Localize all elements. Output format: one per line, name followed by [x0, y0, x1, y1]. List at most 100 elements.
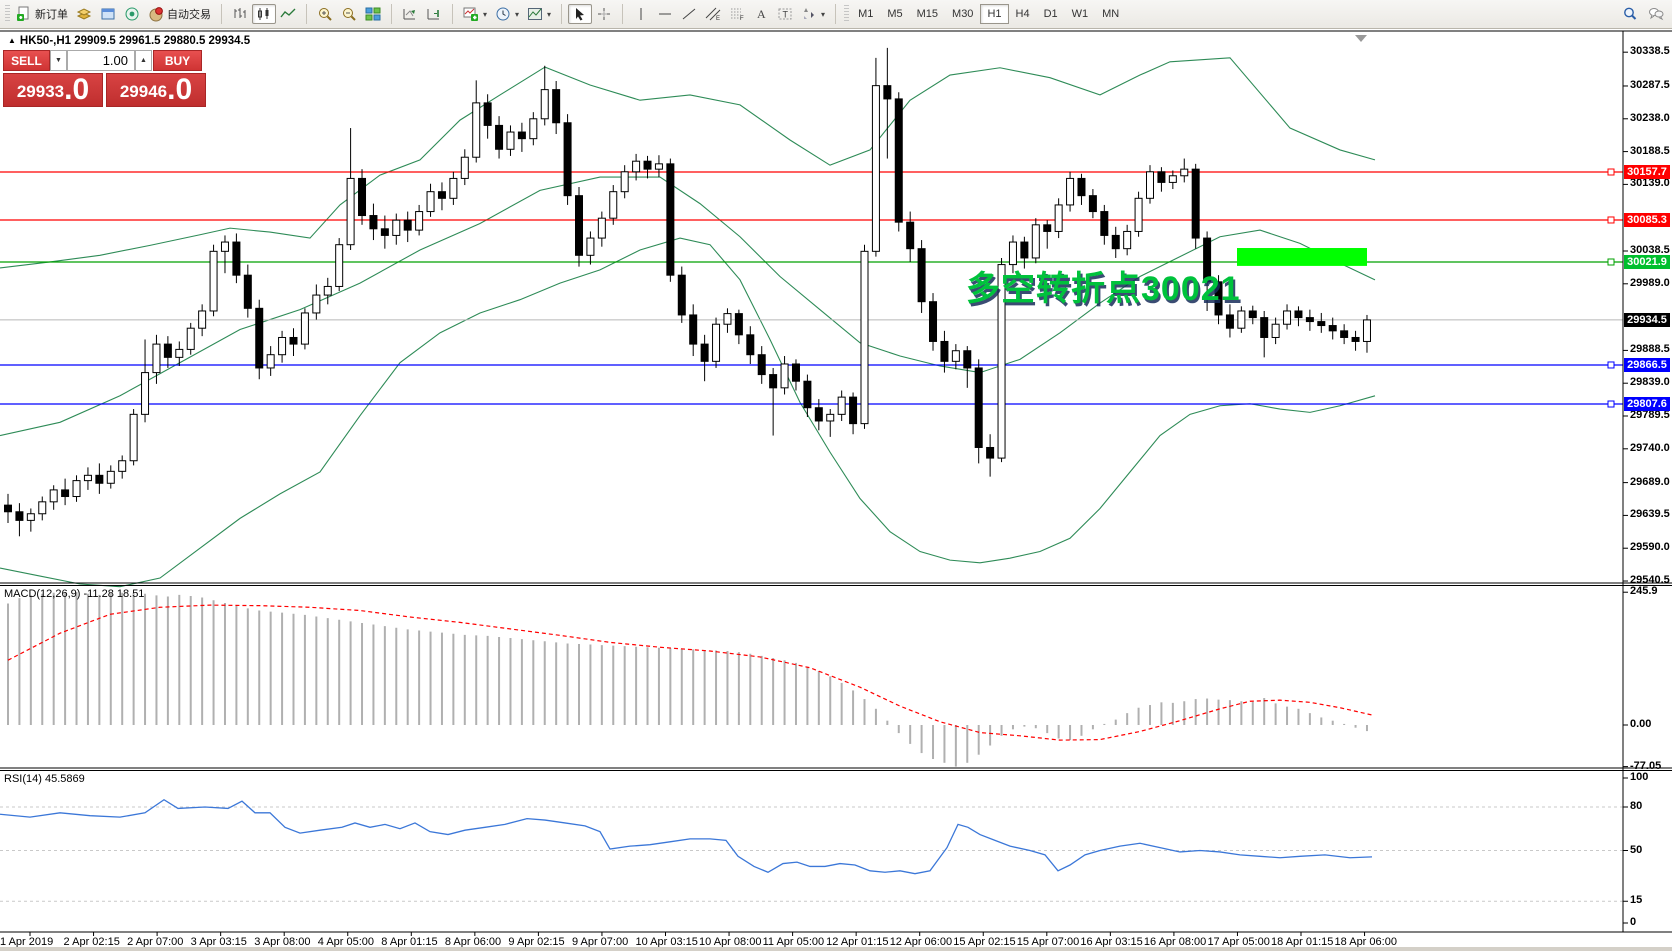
- volume-down-button[interactable]: ▼: [50, 50, 67, 71]
- chat-icon[interactable]: [1648, 6, 1664, 22]
- toolbar: 新订单 自动交易 ▾ ▾ ▾ E F A T ▾ M1 M5 M15 M30 H1 H4 D1 W1 MN: [0, 0, 1672, 29]
- chart-shift-marker[interactable]: [1355, 35, 1367, 42]
- level-anchor-marker[interactable]: [1607, 361, 1615, 369]
- trendline-button[interactable]: [677, 4, 701, 24]
- level-anchor-marker[interactable]: [1607, 400, 1615, 408]
- candle-body: [1225, 314, 1234, 329]
- bars-icon: [232, 6, 248, 22]
- level-anchor-marker[interactable]: [1607, 168, 1615, 176]
- timeframe-h4-button[interactable]: H4: [1015, 8, 1030, 20]
- crosshair-button[interactable]: [592, 4, 616, 24]
- candle-body: [540, 89, 549, 120]
- candle-body: [620, 171, 629, 193]
- clock-icon: [495, 6, 511, 22]
- candlestick-chart-button[interactable]: [252, 4, 276, 24]
- labelT-icon: T: [777, 6, 793, 22]
- candle-body: [1077, 177, 1086, 197]
- volume-input[interactable]: 1.00: [67, 50, 135, 71]
- auto-scroll-button[interactable]: [398, 4, 422, 24]
- candle-body: [1157, 171, 1166, 183]
- layers-icon[interactable]: [72, 4, 96, 24]
- chart-region: 30338.5 30287.5 30238.0 30188.5 30139.0 30038…: [0, 29, 1672, 951]
- level-anchor-marker[interactable]: [1607, 216, 1615, 224]
- new-order-button[interactable]: 新订单: [12, 4, 72, 24]
- candle-body: [1168, 175, 1177, 183]
- sell-button[interactable]: SELL: [3, 50, 50, 71]
- svg-text:A: A: [757, 7, 766, 21]
- sell-price-main: 29933: [16, 82, 65, 101]
- chart-shift-button[interactable]: [422, 4, 446, 24]
- channel-button[interactable]: E: [701, 4, 725, 24]
- auto-trading-button[interactable]: 自动交易: [144, 4, 215, 24]
- cursor-button[interactable]: [568, 4, 593, 24]
- collapse-triangle-icon[interactable]: ▲: [8, 36, 16, 45]
- timeframe-w1-button[interactable]: W1: [1071, 8, 1089, 20]
- label-button[interactable]: T: [773, 4, 797, 24]
- fibo-icon: F: [729, 6, 745, 22]
- level-anchor-marker[interactable]: [1607, 258, 1615, 266]
- horizontal-line-button[interactable]: [653, 4, 677, 24]
- candle-body: [141, 372, 150, 415]
- timeframe-m30-button[interactable]: M30: [952, 8, 974, 20]
- candle-body: [563, 122, 572, 197]
- bar-chart-button[interactable]: [228, 4, 252, 24]
- candle-body: [449, 177, 458, 199]
- candle-body: [72, 480, 81, 498]
- toolbar-group-zoom: [310, 0, 388, 28]
- shapes-button[interactable]: ▾: [797, 4, 829, 24]
- candle-body: [106, 470, 115, 484]
- line-chart-button[interactable]: [276, 4, 300, 24]
- search-icon[interactable]: [1622, 6, 1638, 22]
- candle-body: [15, 511, 24, 521]
- periods-button[interactable]: ▾: [491, 4, 523, 24]
- zoom-out-button[interactable]: [337, 4, 361, 24]
- candle-body: [83, 474, 92, 482]
- candle-body: [426, 191, 435, 213]
- candle-body: [1043, 224, 1052, 232]
- fibonacci-button[interactable]: F: [725, 4, 749, 24]
- candle-body: [266, 354, 275, 369]
- volume-up-button[interactable]: ▲: [135, 50, 152, 71]
- window-icon[interactable]: [96, 4, 120, 24]
- candle-body: [552, 89, 561, 124]
- vline-icon: [633, 6, 649, 22]
- candle-body: [369, 215, 378, 230]
- buy-button[interactable]: BUY: [153, 50, 202, 71]
- buy-price[interactable]: 29946.0: [106, 73, 206, 107]
- timeframe-m1-button[interactable]: M1: [858, 8, 874, 20]
- chevron-up-icon: ▲: [140, 57, 147, 64]
- vertical-line-button[interactable]: [629, 4, 653, 24]
- candle-body: [1248, 310, 1257, 319]
- candle-body: [312, 294, 321, 314]
- chart-annotation[interactable]: 多空转折点30021: [966, 270, 1241, 308]
- candle-body: [472, 102, 481, 158]
- candles-icon: [256, 6, 272, 22]
- tiles-icon: [365, 6, 381, 22]
- text-button[interactable]: A: [749, 4, 773, 24]
- sell-price[interactable]: 29933.0: [3, 73, 103, 107]
- candle-body: [849, 396, 858, 425]
- zoom-in-button[interactable]: [313, 4, 337, 24]
- highlight-rectangle[interactable]: [1237, 248, 1367, 266]
- candle-body: [666, 163, 675, 276]
- candle-body: [209, 250, 218, 312]
- candle-body: [677, 274, 686, 316]
- timeframe-m5-button[interactable]: M5: [887, 8, 903, 20]
- candle-body: [894, 98, 903, 223]
- tile-windows-button[interactable]: [361, 4, 385, 24]
- candle-body: [734, 313, 743, 336]
- signal-icon[interactable]: [120, 4, 144, 24]
- candle-body: [129, 413, 138, 462]
- chart-canvas[interactable]: [0, 29, 1672, 951]
- indicators-button[interactable]: ▾: [459, 4, 491, 24]
- timeframe-h1-button[interactable]: H1: [980, 4, 1009, 24]
- templates-button[interactable]: ▾: [523, 4, 555, 24]
- timeframe-m15-button[interactable]: M15: [916, 8, 939, 20]
- candle-body: [780, 363, 789, 389]
- linechart-icon: [280, 6, 296, 22]
- timeframe-d1-button[interactable]: D1: [1043, 8, 1058, 20]
- timeframe-mn-button[interactable]: MN: [1102, 8, 1120, 20]
- candle-body: [803, 380, 812, 409]
- candle-body: [1008, 241, 1017, 266]
- hline-icon: [657, 6, 673, 22]
